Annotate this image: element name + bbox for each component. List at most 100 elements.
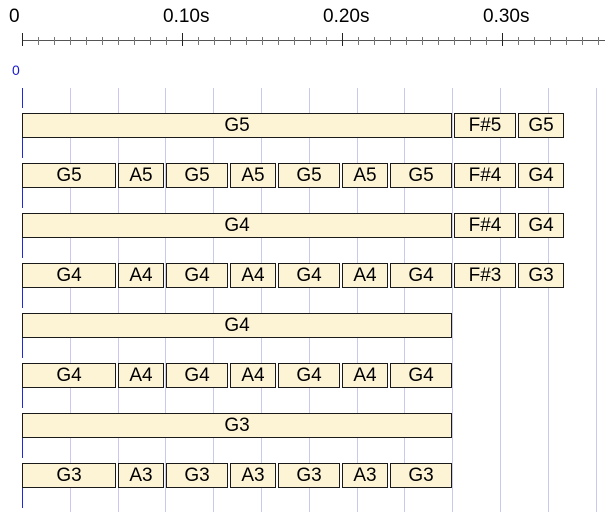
- note-block[interactable]: G3: [278, 463, 340, 488]
- note-block[interactable]: A3: [118, 463, 164, 488]
- ruler-tick-label-0-20s: 0.20s: [323, 6, 370, 27]
- note-block[interactable]: A4: [118, 363, 164, 388]
- note-block[interactable]: G3: [22, 413, 452, 438]
- note-block[interactable]: G4: [166, 363, 228, 388]
- ruler-minor-tick: [438, 37, 439, 45]
- grid-line: [548, 88, 549, 512]
- note-block[interactable]: G5: [22, 113, 452, 138]
- offset-label: 0: [12, 62, 20, 78]
- row-start-marker: [22, 488, 23, 508]
- ruler-minor-tick: [358, 37, 359, 45]
- ruler-minor-tick: [598, 37, 599, 45]
- grid-line: [165, 88, 166, 512]
- ruler-minor-tick: [246, 37, 247, 45]
- grid-line: [596, 88, 597, 512]
- note-block[interactable]: A3: [230, 463, 276, 488]
- grid-line: [452, 88, 453, 512]
- grid-line: [357, 88, 358, 512]
- note-block[interactable]: G4: [278, 263, 340, 288]
- ruler-minor-tick: [486, 37, 487, 45]
- ruler-minor-tick: [150, 37, 151, 45]
- ruler-minor-tick: [294, 37, 295, 45]
- ruler-minor-tick: [326, 37, 327, 45]
- note-block[interactable]: G3: [518, 263, 564, 288]
- note-block[interactable]: F#5: [454, 113, 516, 138]
- note-block[interactable]: G4: [278, 363, 340, 388]
- note-block[interactable]: A5: [230, 163, 276, 188]
- ruler-major-tick: [502, 33, 503, 46]
- ruler-tick-label-0: 0: [9, 6, 20, 27]
- note-block[interactable]: G4: [390, 363, 452, 388]
- note-block[interactable]: A3: [342, 463, 388, 488]
- row-start-marker: [22, 188, 23, 208]
- row-start-marker: [22, 438, 23, 458]
- note-block[interactable]: G4: [22, 363, 116, 388]
- ruler-minor-tick: [566, 37, 567, 45]
- note-block[interactable]: G5: [390, 163, 452, 188]
- row-start-marker: [22, 238, 23, 258]
- note-block[interactable]: G4: [22, 213, 452, 238]
- note-block[interactable]: G5: [22, 163, 116, 188]
- ruler-major-tick: [182, 33, 183, 46]
- ruler-minor-tick: [70, 37, 71, 45]
- row-start-marker: [22, 388, 23, 408]
- ruler-minor-tick: [54, 37, 55, 45]
- grid-line: [118, 88, 119, 512]
- note-block[interactable]: G3: [166, 463, 228, 488]
- grid-line: [404, 88, 405, 512]
- note-block[interactable]: A5: [118, 163, 164, 188]
- note-block[interactable]: G4: [22, 313, 452, 338]
- ruler-minor-tick: [534, 37, 535, 45]
- note-block[interactable]: G3: [390, 463, 452, 488]
- note-block[interactable]: A4: [230, 363, 276, 388]
- note-block[interactable]: A4: [342, 263, 388, 288]
- ruler-minor-tick: [262, 37, 263, 45]
- ruler-tick-label-0-30s: 0.30s: [483, 6, 530, 27]
- ruler-major-tick: [342, 33, 343, 46]
- grid-line: [70, 88, 71, 512]
- note-block[interactable]: F#3: [454, 263, 516, 288]
- note-block[interactable]: G3: [22, 463, 116, 488]
- note-block[interactable]: A5: [342, 163, 388, 188]
- row-start-marker: [22, 88, 23, 108]
- ruler-minor-tick: [518, 37, 519, 45]
- ruler-minor-tick: [134, 37, 135, 45]
- ruler-minor-tick: [310, 37, 311, 45]
- ruler-minor-tick: [118, 37, 119, 45]
- ruler-minor-tick: [38, 37, 39, 45]
- ruler-minor-tick: [374, 37, 375, 45]
- note-block[interactable]: G5: [166, 163, 228, 188]
- note-block[interactable]: G5: [518, 113, 564, 138]
- row-start-marker: [22, 288, 23, 308]
- note-block[interactable]: F#4: [454, 163, 516, 188]
- note-block[interactable]: G4: [22, 263, 116, 288]
- ruler-minor-tick: [214, 37, 215, 45]
- grid-line: [309, 88, 310, 512]
- note-block[interactable]: G4: [390, 263, 452, 288]
- ruler-minor-tick: [278, 37, 279, 45]
- row-start-marker: [22, 338, 23, 358]
- note-block[interactable]: A4: [342, 363, 388, 388]
- ruler-minor-tick: [582, 37, 583, 45]
- ruler-minor-tick: [390, 37, 391, 45]
- ruler-tick-label-0-10s: 0.10s: [163, 6, 210, 27]
- ruler-minor-tick: [550, 37, 551, 45]
- ruler-minor-tick: [230, 37, 231, 45]
- ruler-minor-tick: [470, 37, 471, 45]
- note-block[interactable]: F#4: [454, 213, 516, 238]
- note-block[interactable]: G4: [518, 163, 564, 188]
- note-block[interactable]: G5: [278, 163, 340, 188]
- ruler-major-tick: [22, 33, 23, 46]
- note-block[interactable]: A4: [230, 263, 276, 288]
- ruler-minor-tick: [422, 37, 423, 45]
- note-block[interactable]: G4: [166, 263, 228, 288]
- ruler-minor-tick: [86, 37, 87, 45]
- grid-line: [261, 88, 262, 512]
- ruler-minor-tick: [166, 37, 167, 45]
- ruler-baseline: [22, 40, 605, 41]
- ruler-minor-tick: [406, 37, 407, 45]
- row-start-marker: [22, 138, 23, 158]
- note-block[interactable]: G4: [518, 213, 564, 238]
- note-block[interactable]: A4: [118, 263, 164, 288]
